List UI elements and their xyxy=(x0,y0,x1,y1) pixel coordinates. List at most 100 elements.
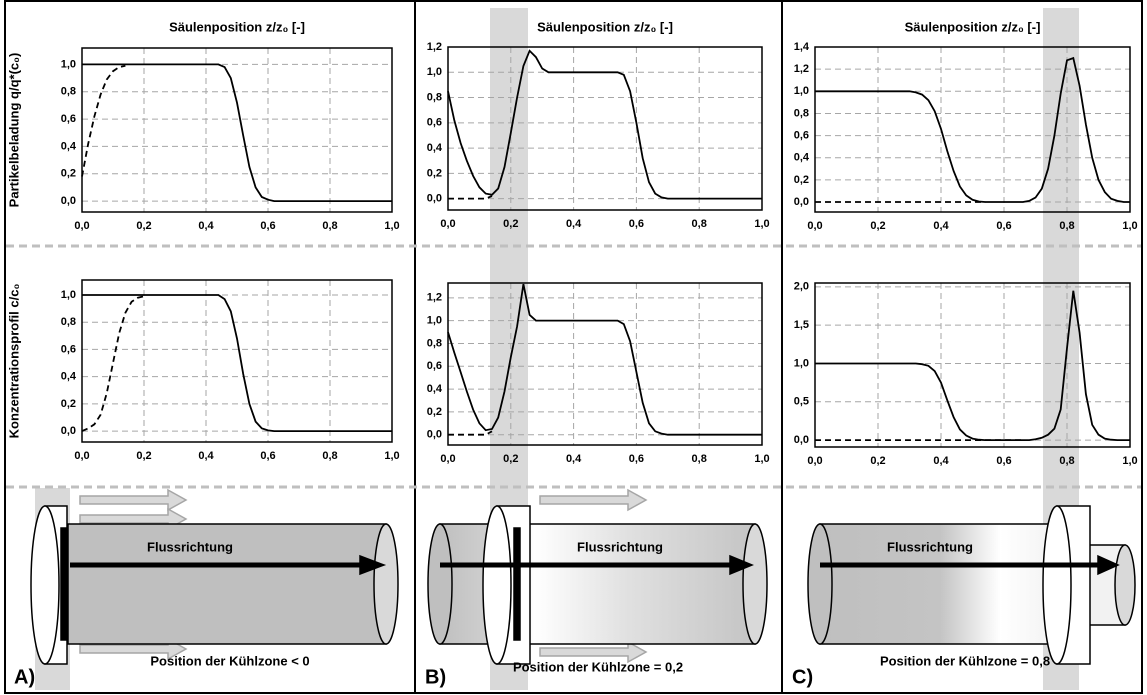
flow-label: Flussrichtung xyxy=(147,539,233,554)
y-tick-label: 0,0 xyxy=(794,196,809,208)
y-tick-label: 0,4 xyxy=(427,383,443,395)
x-tick-label: 0,0 xyxy=(807,455,822,467)
x-tick-label: 0,6 xyxy=(629,453,644,465)
y-tick-label: 0,6 xyxy=(61,113,76,125)
y-tick-label: 0,6 xyxy=(794,129,809,141)
x-tick-label: 0,0 xyxy=(440,453,455,465)
x-tick-label: 0,2 xyxy=(870,455,885,467)
y-tick-label: 1,2 xyxy=(427,292,442,304)
chart-title: Säulenposition z/z₀ [-] xyxy=(905,19,1041,34)
y-tick-label: 1,0 xyxy=(427,315,442,327)
plot-frame xyxy=(81,47,393,213)
x-tick-label: 1,0 xyxy=(384,450,399,462)
x-tick-label: 0,6 xyxy=(996,220,1011,232)
column-diagram xyxy=(807,505,1136,665)
x-tick-label: 0,4 xyxy=(198,450,214,462)
x-tick-label: 0,4 xyxy=(566,218,582,230)
y-axis-label: Konzentrationsprofil c/c₀ xyxy=(6,284,21,439)
data-line xyxy=(815,56,1130,203)
x-tick-label: 0,2 xyxy=(136,450,151,462)
x-tick-label: 0,0 xyxy=(440,218,455,230)
x-tick-label: 0,0 xyxy=(74,450,89,462)
x-tick-label: 0,6 xyxy=(629,218,644,230)
flow-label: Flussrichtung xyxy=(577,539,663,554)
x-tick-label: 0,8 xyxy=(692,218,707,230)
y-tick-label: 0,2 xyxy=(427,406,442,418)
y-tick-label: 0,4 xyxy=(61,371,77,383)
y-tick-label: 0,4 xyxy=(61,140,77,152)
y-tick-label: 1,0 xyxy=(61,58,76,70)
y-tick-label: 0,6 xyxy=(61,343,76,355)
panel-label: A) xyxy=(14,666,35,688)
y-tick-label: 2,0 xyxy=(794,281,809,293)
y-tick-label: 0,4 xyxy=(427,142,443,154)
panel-caption: Position der Kühlzone = 0,2 xyxy=(513,659,683,674)
data-line xyxy=(447,49,762,200)
y-tick-label: 0,2 xyxy=(427,167,442,179)
x-tick-label: 0,8 xyxy=(322,220,337,232)
y-tick-label: 0,8 xyxy=(794,107,809,119)
y-tick-label: 0,4 xyxy=(794,152,810,164)
x-tick-label: 0,2 xyxy=(503,218,518,230)
x-tick-label: 0,2 xyxy=(503,453,518,465)
y-tick-label: 1,2 xyxy=(427,41,442,53)
y-tick-label: 1,0 xyxy=(794,357,809,369)
x-tick-label: 0,4 xyxy=(198,220,214,232)
y-tick-label: 1,0 xyxy=(61,289,76,301)
panel-label: C) xyxy=(792,666,813,688)
x-tick-label: 0,8 xyxy=(322,450,337,462)
plot-frame xyxy=(447,282,763,446)
x-tick-label: 0,4 xyxy=(566,453,582,465)
x-tick-label: 0,4 xyxy=(933,455,949,467)
y-tick-label: 0,0 xyxy=(61,195,76,207)
y-tick-label: 0,8 xyxy=(61,86,76,98)
data-line xyxy=(81,295,145,432)
x-tick-label: 0,4 xyxy=(933,220,949,232)
x-tick-label: 1,0 xyxy=(1122,455,1137,467)
data-line xyxy=(82,294,392,432)
y-tick-label: 0,0 xyxy=(61,425,76,437)
x-tick-label: 0,2 xyxy=(870,220,885,232)
x-tick-label: 0,8 xyxy=(692,453,707,465)
y-axis-label: Partikelbeladung q/q*(c₀) xyxy=(6,53,21,208)
data-line xyxy=(448,430,493,436)
y-tick-label: 1,0 xyxy=(427,66,442,78)
y-tick-label: 0,0 xyxy=(427,193,442,205)
plot-frame xyxy=(81,279,393,443)
plot-frame xyxy=(814,282,1131,448)
y-tick-label: 1,4 xyxy=(794,41,810,53)
plot-frame xyxy=(447,46,763,211)
y-tick-label: 0,6 xyxy=(427,117,442,129)
x-tick-label: 0,2 xyxy=(136,220,151,232)
y-tick-label: 0,0 xyxy=(794,434,809,446)
y-tick-label: 0,5 xyxy=(794,396,809,408)
data-line xyxy=(447,283,762,436)
data-line xyxy=(815,290,1130,441)
x-tick-label: 1,0 xyxy=(384,220,399,232)
data-line xyxy=(81,64,126,177)
y-tick-label: 1,5 xyxy=(794,319,809,331)
x-tick-label: 1,0 xyxy=(1122,220,1137,232)
chart-title: Säulenposition z/z₀ [-] xyxy=(537,19,673,34)
data-line xyxy=(448,195,493,200)
x-tick-label: 0,8 xyxy=(1059,220,1074,232)
y-tick-label: 1,2 xyxy=(794,63,809,75)
y-tick-label: 0,0 xyxy=(427,429,442,441)
x-tick-label: 1,0 xyxy=(754,453,769,465)
y-tick-label: 0,8 xyxy=(61,316,76,328)
x-tick-label: 0,6 xyxy=(260,220,275,232)
x-tick-label: 1,0 xyxy=(754,218,769,230)
chart-title: Säulenposition z/z₀ [-] xyxy=(169,19,305,34)
panel-caption: Position der Kühlzone = 0,8 xyxy=(880,653,1050,668)
column-diagram xyxy=(30,488,399,665)
x-tick-label: 0,6 xyxy=(996,455,1011,467)
x-tick-label: 0,0 xyxy=(74,220,89,232)
y-tick-label: 0,2 xyxy=(61,168,76,180)
x-tick-label: 0,8 xyxy=(1059,455,1074,467)
y-tick-label: 0,8 xyxy=(427,337,442,349)
y-tick-label: 1,0 xyxy=(794,85,809,97)
column-diagram xyxy=(427,488,768,665)
plot-frame xyxy=(814,46,1131,213)
x-tick-label: 0,0 xyxy=(807,220,822,232)
